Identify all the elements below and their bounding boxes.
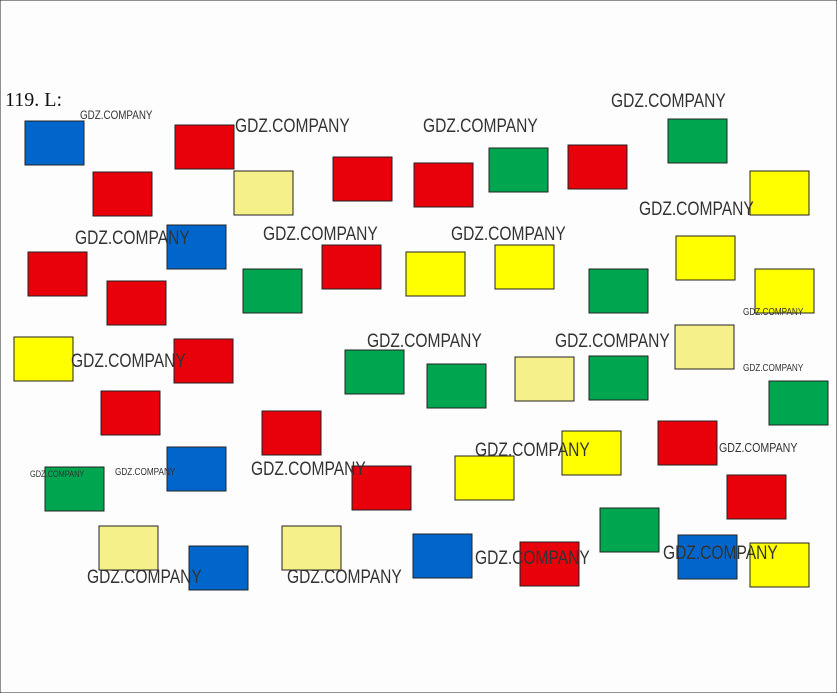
colored-card <box>488 147 549 193</box>
colored-card <box>749 542 810 588</box>
watermark: GDZ.COMPANY <box>75 227 190 249</box>
watermark: GDZ.COMPANY <box>87 566 202 588</box>
watermark: GDZ.COMPANY <box>71 350 186 372</box>
colored-card <box>657 420 718 466</box>
colored-card <box>24 120 85 166</box>
colored-card <box>754 268 815 314</box>
watermark: GDZ.COMPANY <box>115 466 175 477</box>
colored-card <box>27 251 88 297</box>
colored-card <box>98 525 159 571</box>
watermark: GDZ.COMPANY <box>475 439 590 461</box>
colored-card <box>261 410 322 456</box>
colored-card <box>92 171 153 217</box>
colored-card <box>588 268 649 314</box>
colored-card <box>174 124 235 170</box>
watermark: GDZ.COMPANY <box>367 330 482 352</box>
watermark: GDZ.COMPANY <box>287 566 402 588</box>
colored-card <box>599 507 660 553</box>
colored-card <box>166 224 227 270</box>
colored-card <box>675 235 736 281</box>
watermark: GDZ.COMPANY <box>423 115 538 137</box>
watermark: GDZ.COMPANY <box>555 330 670 352</box>
colored-card <box>321 244 382 290</box>
colored-card <box>233 170 294 216</box>
colored-card <box>405 251 466 297</box>
colored-card <box>454 455 515 501</box>
colored-card <box>726 474 787 520</box>
watermark: GDZ.COMPANY <box>451 223 566 245</box>
colored-card <box>667 118 728 164</box>
colored-card <box>494 244 555 290</box>
colored-card <box>44 466 105 512</box>
exercise-label: 119. L: <box>5 89 62 111</box>
colored-card <box>166 446 227 492</box>
watermark: GDZ.COMPANY <box>719 440 798 455</box>
colored-card <box>426 363 487 409</box>
colored-card <box>351 465 412 511</box>
colored-card <box>281 525 342 571</box>
colored-card <box>519 541 580 587</box>
watermark: GDZ.COMPANY <box>743 306 803 317</box>
colored-card <box>412 533 473 579</box>
colored-card <box>768 380 829 426</box>
colored-card <box>588 355 649 401</box>
colored-card <box>561 430 622 476</box>
watermark: GDZ.COMPANY <box>30 469 85 479</box>
watermark: GDZ.COMPANY <box>663 542 778 564</box>
colored-card <box>749 170 810 216</box>
colored-card <box>674 324 735 370</box>
watermark: GDZ.COMPANY <box>251 458 366 480</box>
colored-card <box>332 156 393 202</box>
colored-card <box>344 349 405 395</box>
watermark: GDZ.COMPANY <box>639 198 754 220</box>
watermark: GDZ.COMPANY <box>475 547 590 569</box>
colored-card <box>173 338 234 384</box>
watermark: GDZ.COMPANY <box>743 362 803 373</box>
colored-card <box>106 280 167 326</box>
colored-card <box>242 268 303 314</box>
colored-card <box>188 545 249 591</box>
colored-card <box>100 390 161 436</box>
colored-card <box>514 356 575 402</box>
watermark: GDZ.COMPANY <box>263 223 378 245</box>
colored-card <box>677 534 738 580</box>
watermark: GDZ.COMPANY <box>235 115 350 137</box>
watermark: GDZ.COMPANY <box>611 90 726 112</box>
colored-card <box>413 162 474 208</box>
colored-card <box>13 336 74 382</box>
watermark: GDZ.COMPANY <box>80 109 153 122</box>
colored-card <box>567 144 628 190</box>
